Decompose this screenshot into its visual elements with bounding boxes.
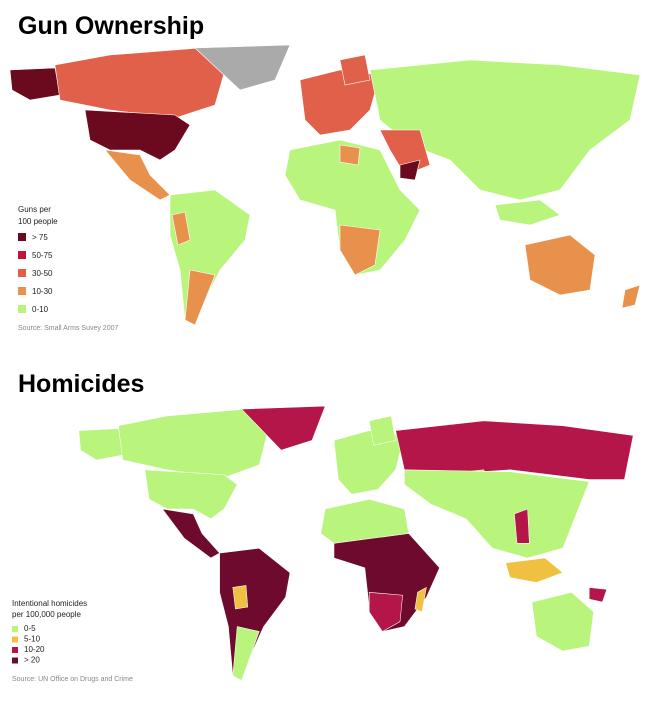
legend-swatch xyxy=(18,233,26,241)
legend-label: > 75 xyxy=(32,233,48,242)
source-note: Source: UN Office on Drugs and Crime xyxy=(12,676,133,683)
legend-swatch xyxy=(12,636,18,643)
homicide-map xyxy=(78,405,634,681)
legend-label: 10-20 xyxy=(24,645,45,654)
legend-title: Guns per xyxy=(18,205,51,214)
legend-swatch xyxy=(18,287,26,295)
legend-swatch xyxy=(18,251,26,259)
legend-swatch xyxy=(18,305,26,313)
legend-swatch xyxy=(12,657,18,664)
map-title: Gun Ownership xyxy=(18,12,204,40)
legend-label: > 20 xyxy=(24,656,40,665)
legend-swatch xyxy=(18,269,26,277)
legend-title: 100 people xyxy=(18,217,58,226)
legend-label: 30-50 xyxy=(32,269,53,278)
legend-label: 5-10 xyxy=(24,635,41,644)
gun-map xyxy=(9,44,641,326)
legend-swatch xyxy=(12,626,18,632)
legend-label: 0-10 xyxy=(32,305,49,314)
source-note: Source: Small Arms Suvey 2007 xyxy=(18,325,118,332)
legend-title: Intentional homicides xyxy=(12,599,87,608)
legend-swatch xyxy=(12,647,18,653)
legend-title: per 100,000 people xyxy=(12,610,82,619)
map-title: Homicides xyxy=(18,370,144,398)
legend-label: 50-75 xyxy=(32,251,53,260)
legend-label: 0-5 xyxy=(24,624,36,633)
legend-label: 10-30 xyxy=(32,287,53,296)
